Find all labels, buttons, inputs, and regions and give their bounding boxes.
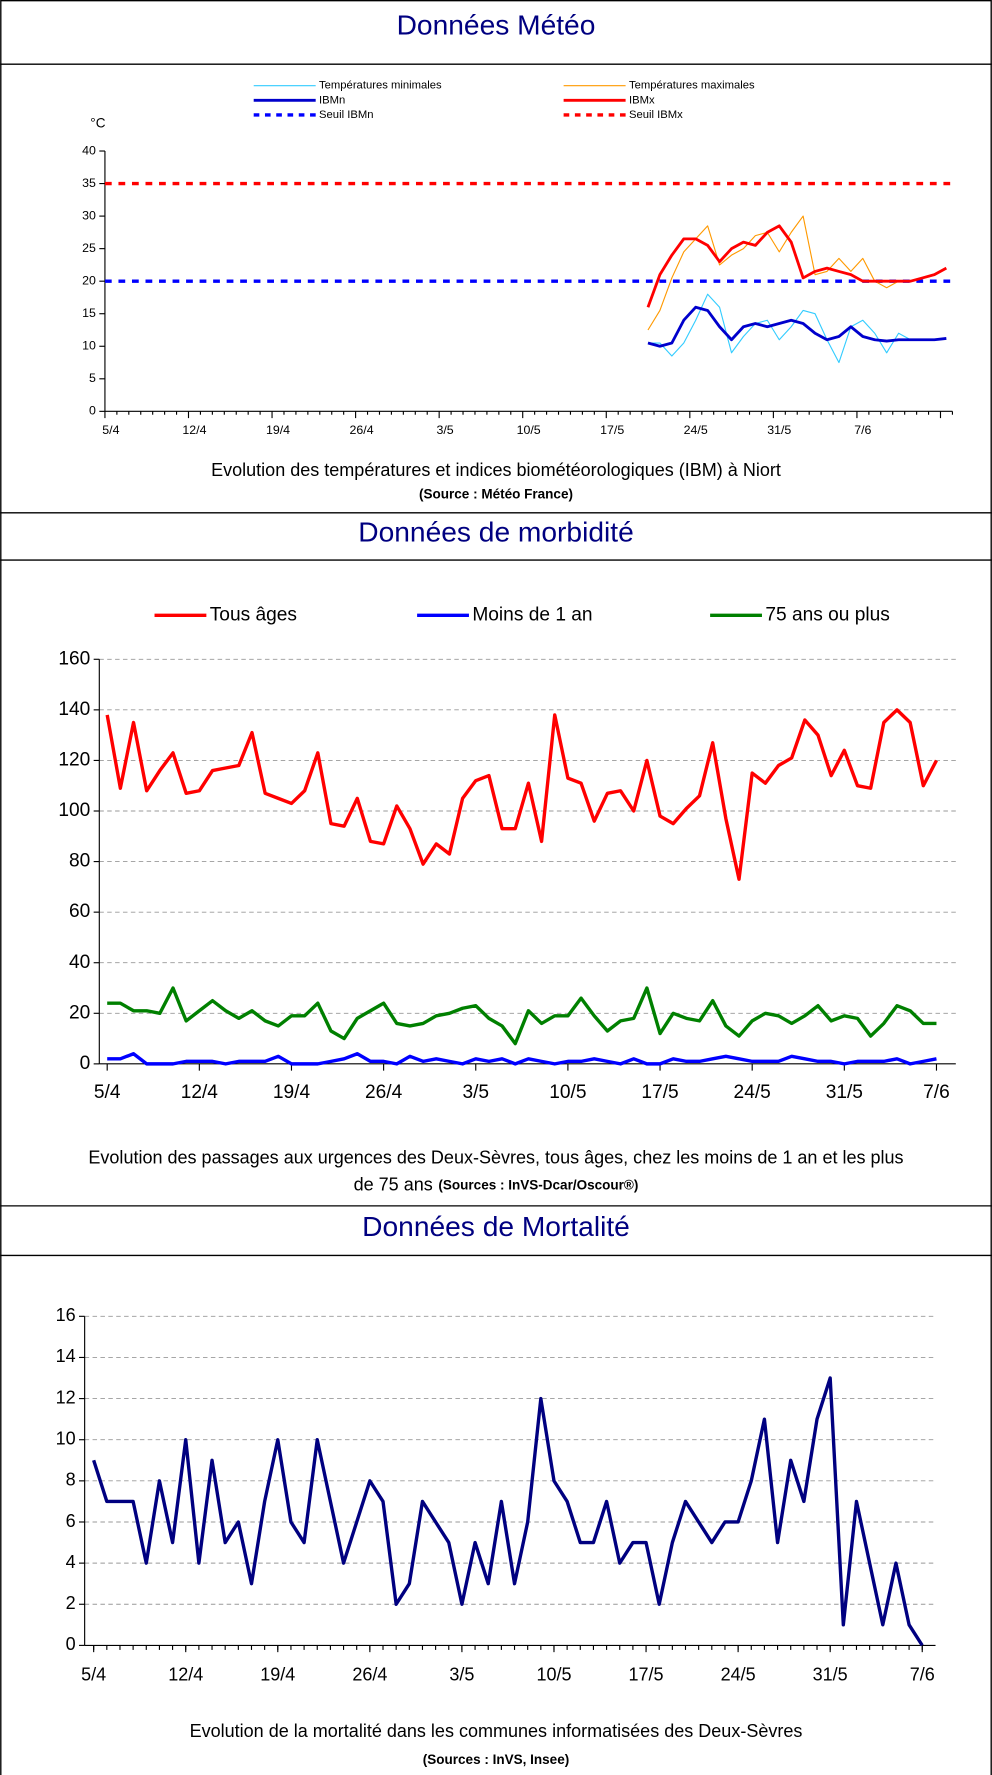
x-tick-label: 31/5 xyxy=(826,1082,863,1103)
x-tick-label: 24/5 xyxy=(721,1665,756,1685)
series-line xyxy=(647,305,947,348)
x-tick-label: 24/5 xyxy=(684,423,708,437)
x-tick-label: 31/5 xyxy=(813,1665,848,1685)
y-tick-label: 16 xyxy=(56,1305,76,1325)
chart-source: (Sources : InVS, Insee) xyxy=(423,1752,569,1767)
chart-title-line: de 75 ans xyxy=(354,1174,433,1194)
x-tick-label: 7/6 xyxy=(854,423,871,437)
x-tick-label: 7/6 xyxy=(923,1082,950,1103)
y-tick-label: 30 xyxy=(82,208,96,222)
chart-title: Evolution des températures et indices bi… xyxy=(211,460,781,480)
legend-label: Seuil IBMx xyxy=(629,109,683,121)
legend-label: IBMx xyxy=(629,94,655,106)
y-tick-label: 10 xyxy=(56,1428,76,1448)
x-tick-label: 19/4 xyxy=(260,1665,295,1685)
chart-title: Evolution des passages aux urgences des … xyxy=(88,1147,903,1167)
y-tick-label: 2 xyxy=(66,1593,76,1613)
series-line xyxy=(646,224,948,308)
y-tick-label: 25 xyxy=(82,241,96,255)
legend-label: Seuil IBMn xyxy=(319,109,373,121)
x-tick-label: 17/5 xyxy=(629,1665,664,1685)
section-heading: Données de Mortalité xyxy=(362,1210,630,1242)
x-tick-label: 26/4 xyxy=(349,423,373,437)
x-tick-label: 19/4 xyxy=(266,423,290,437)
chart-source: (Sources : InVS-Dcar/Oscour®) xyxy=(438,1177,638,1192)
series-line xyxy=(647,293,911,364)
y-tick-label: 140 xyxy=(58,699,90,720)
x-tick-label: 10/5 xyxy=(549,1082,586,1103)
y-tick-label: 4 xyxy=(66,1552,76,1572)
y-axis-label: °C xyxy=(90,116,105,131)
y-tick-label: 0 xyxy=(66,1634,76,1654)
x-tick-label: 19/4 xyxy=(273,1082,311,1103)
y-tick-label: 80 xyxy=(69,851,90,872)
y-tick-label: 15 xyxy=(82,306,96,320)
y-tick-label: 5 xyxy=(89,371,96,385)
y-tick-label: 12 xyxy=(56,1387,76,1407)
legend-label: IBMn xyxy=(319,94,345,106)
x-tick-label: 3/5 xyxy=(462,1082,489,1103)
section-heading: Données de morbidité xyxy=(358,516,633,548)
series-line xyxy=(105,708,938,881)
chart-title: Evolution de la mortalité dans les commu… xyxy=(190,1721,803,1741)
x-tick-label: 12/4 xyxy=(181,1082,219,1103)
x-tick-label: 10/5 xyxy=(517,423,541,437)
y-tick-label: 35 xyxy=(82,176,96,190)
legend-label: Tous âges xyxy=(210,604,297,625)
x-tick-label: 26/4 xyxy=(352,1665,387,1685)
x-tick-label: 10/5 xyxy=(536,1665,571,1685)
y-tick-label: 14 xyxy=(56,1346,76,1366)
legend-label: Moins de 1 an xyxy=(472,604,592,625)
y-tick-label: 40 xyxy=(82,143,96,157)
y-tick-label: 20 xyxy=(82,273,96,287)
x-tick-label: 12/4 xyxy=(182,423,206,437)
series-line xyxy=(107,1052,937,1066)
x-tick-label: 24/5 xyxy=(734,1082,771,1103)
x-tick-label: 5/4 xyxy=(81,1665,106,1685)
x-tick-label: 26/4 xyxy=(365,1082,403,1103)
x-tick-label: 7/6 xyxy=(910,1665,935,1685)
chart-source: (Source : Météo France) xyxy=(419,486,573,501)
series-line xyxy=(107,986,937,1046)
y-tick-label: 40 xyxy=(69,952,90,973)
x-tick-label: 12/4 xyxy=(168,1665,203,1685)
y-tick-label: 8 xyxy=(66,1470,76,1490)
legend-label: Températures maximales xyxy=(629,80,755,92)
y-tick-label: 6 xyxy=(66,1511,76,1531)
x-tick-label: 3/5 xyxy=(436,423,453,437)
x-tick-label: 17/5 xyxy=(641,1082,678,1103)
y-tick-label: 160 xyxy=(58,648,90,669)
y-tick-label: 100 xyxy=(58,800,90,821)
y-tick-label: 120 xyxy=(58,749,90,770)
y-tick-label: 10 xyxy=(82,339,96,353)
y-tick-label: 20 xyxy=(69,1002,90,1023)
x-tick-label: 31/5 xyxy=(767,423,791,437)
legend-label: 75 ans ou plus xyxy=(765,604,890,625)
x-tick-label: 5/4 xyxy=(102,423,119,437)
chart-title: de 75 ans (Sources : InVS-Dcar/Oscour®) xyxy=(354,1174,639,1194)
section-heading: Données Météo xyxy=(397,8,596,40)
y-tick-label: 0 xyxy=(80,1053,91,1074)
x-tick-label: 3/5 xyxy=(449,1665,474,1685)
y-tick-label: 60 xyxy=(69,901,90,922)
legend-label: Températures minimales xyxy=(319,80,442,92)
x-tick-label: 17/5 xyxy=(600,423,624,437)
series-line xyxy=(92,1376,924,1647)
y-tick-label: 0 xyxy=(89,404,96,418)
x-tick-label: 5/4 xyxy=(94,1082,121,1103)
series-line xyxy=(647,215,911,331)
